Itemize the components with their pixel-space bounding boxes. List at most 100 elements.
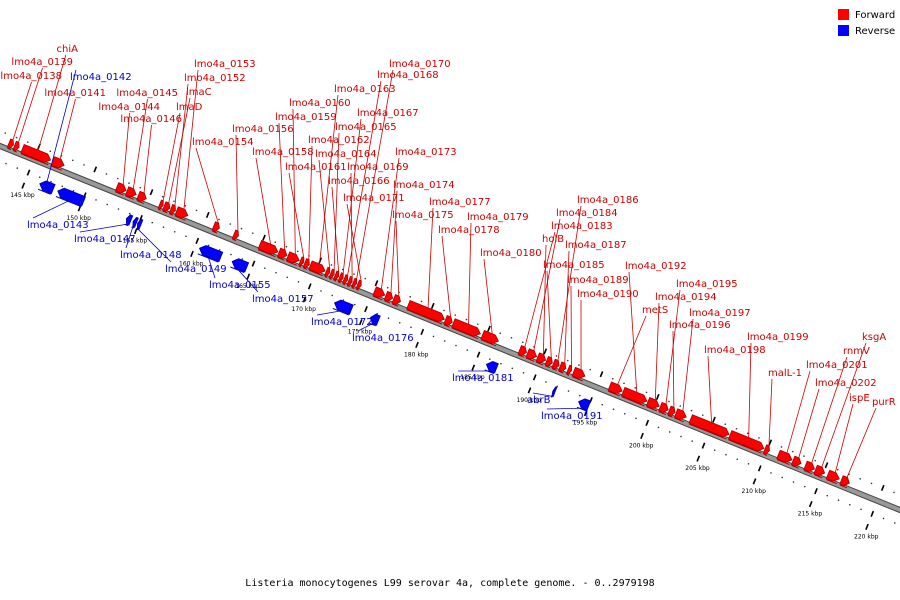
gene-ispe[interactable] xyxy=(825,469,841,485)
gene-arrow[interactable] xyxy=(20,143,52,164)
label-leader-line xyxy=(342,118,362,274)
gene-label-lmo4a-0148: lmo4a_0148 xyxy=(120,250,182,261)
ruler-minor-tick xyxy=(274,241,277,244)
label-leader-line xyxy=(483,258,493,334)
gene-lmo4a-0199[interactable] xyxy=(727,430,765,454)
label-leader-line xyxy=(798,388,820,458)
gene-lmo4a-0192[interactable] xyxy=(621,386,649,407)
gene-arrow[interactable] xyxy=(621,386,649,405)
ruler-major-tick xyxy=(364,306,368,313)
gene-lmo4a-0157[interactable] xyxy=(230,257,250,274)
label-leader-line xyxy=(137,228,172,263)
gene-arrow[interactable] xyxy=(198,244,224,263)
label-leader-line xyxy=(18,67,43,143)
gene-label-lmo4a-0170: lmo4a_0170 xyxy=(389,59,451,70)
label-leader-line xyxy=(542,244,547,355)
gene-arrow[interactable] xyxy=(803,460,816,473)
gene-lmo4a-0172[interactable] xyxy=(332,298,354,316)
ruler-minor-tick xyxy=(882,517,885,520)
gene-arrow[interactable] xyxy=(131,216,139,228)
gene-lmo4a-0173[interactable] xyxy=(372,286,387,301)
gene-arrow[interactable] xyxy=(673,408,687,421)
gene-arrow[interactable] xyxy=(56,186,87,207)
gene-lmo4a-0191[interactable] xyxy=(576,397,592,412)
label-leader-line xyxy=(786,370,811,454)
gene-arrow[interactable] xyxy=(230,257,250,273)
gene-arrow[interactable] xyxy=(551,386,558,398)
ruler-minor-tick xyxy=(635,417,637,420)
ruler-minor-tick xyxy=(680,435,682,438)
gene-label-lmo4a-0191: lmo4a_0191 xyxy=(541,411,603,422)
gene-shadow xyxy=(576,406,587,412)
gene-rnmv[interactable] xyxy=(803,460,817,475)
gene-lmo4a-0156[interactable] xyxy=(231,229,240,242)
gene-label-lmo4a-0149: lmo4a_0149 xyxy=(165,264,227,275)
gene-lmo4a-0163[interactable] xyxy=(308,260,327,277)
gene-shadow xyxy=(55,196,82,208)
label-leader-line xyxy=(748,342,752,438)
ruler-minor-tick xyxy=(780,446,783,448)
gene-arrow[interactable] xyxy=(839,475,851,488)
gene-purr[interactable] xyxy=(839,475,852,489)
gene-lmo4a-0201[interactable] xyxy=(776,449,794,466)
ruler-minor-tick xyxy=(16,167,19,169)
gene-arrow[interactable] xyxy=(688,414,731,439)
gene-lmo4a-0142[interactable] xyxy=(37,179,56,195)
gene-lmo4a-0180[interactable] xyxy=(480,330,500,347)
gene-arrow[interactable] xyxy=(211,221,221,233)
gene-shadow xyxy=(230,266,245,274)
gene-ksga[interactable] xyxy=(813,464,827,479)
gene-lmo4a-0179[interactable] xyxy=(451,318,482,340)
gene-arrow[interactable] xyxy=(480,330,500,346)
gene-label-lmo4a-0165: lmo4a_0165 xyxy=(335,122,397,133)
ruler-minor-tick xyxy=(410,326,412,329)
ruler-minor-tick xyxy=(758,437,760,439)
gene-arrow[interactable] xyxy=(577,397,592,411)
label-leader-line xyxy=(347,80,382,276)
gene-lmo4a-0197[interactable] xyxy=(673,408,688,423)
gene-shadow xyxy=(826,479,837,485)
gene-arrow[interactable] xyxy=(485,360,499,374)
gene-lmo4a-0185[interactable] xyxy=(544,355,554,369)
gene-shadow xyxy=(115,191,124,196)
ruler-tick-label: 155 kbp xyxy=(123,238,148,245)
gene-arrow[interactable] xyxy=(451,318,482,338)
gene-arrow[interactable] xyxy=(406,300,446,324)
gene-arrow[interactable] xyxy=(372,286,386,299)
gene-arrow[interactable] xyxy=(38,179,56,195)
gene-lmo4a-0176[interactable] xyxy=(368,313,381,327)
gene-lmo4a-0158[interactable] xyxy=(257,239,280,258)
gene-lmo4a-0155[interactable] xyxy=(197,244,224,263)
gene-arrow[interactable] xyxy=(727,430,765,453)
ruler-major-tick xyxy=(814,488,818,495)
gene-lmo4a-0198[interactable] xyxy=(688,414,731,440)
label-leader-line xyxy=(357,323,373,332)
gene-arrow[interactable] xyxy=(813,464,826,477)
ruler-minor-tick xyxy=(466,349,469,351)
gene-chia[interactable] xyxy=(20,143,53,166)
gene-arrow[interactable] xyxy=(125,214,134,226)
gene-lmo4a-0181[interactable] xyxy=(484,360,499,375)
ruler-major-tick xyxy=(415,341,419,348)
label-leader-line xyxy=(122,112,130,185)
gene-abrb[interactable] xyxy=(550,386,558,398)
gene-arrow[interactable] xyxy=(136,218,144,230)
gene-lmo4a-0143[interactable] xyxy=(55,186,87,208)
gene-shadow xyxy=(174,215,186,221)
gene-arrow[interactable] xyxy=(333,298,354,315)
gene-arrow[interactable] xyxy=(776,449,794,464)
ruler-major-tick xyxy=(712,416,716,423)
gene-arrow[interactable] xyxy=(369,313,381,326)
gene-shadow xyxy=(368,322,376,327)
ruler-minor-tick xyxy=(443,309,445,312)
ruler-minor-tick xyxy=(510,336,513,339)
gene-label-lmo4a-0195: lmo4a_0195 xyxy=(676,279,738,290)
label-leader-line xyxy=(846,407,877,478)
gene-label-lmo4a-0190: lmo4a_0190 xyxy=(577,289,639,300)
gene-lmo4a-0177[interactable] xyxy=(406,300,446,325)
ruler-minor-tick xyxy=(173,200,175,203)
gene-label-lmo4a-0177: lmo4a_0177 xyxy=(429,197,491,208)
gene-arrow[interactable] xyxy=(308,260,327,275)
gene-arrow[interactable] xyxy=(558,361,568,373)
gene-arrow[interactable] xyxy=(257,239,279,256)
